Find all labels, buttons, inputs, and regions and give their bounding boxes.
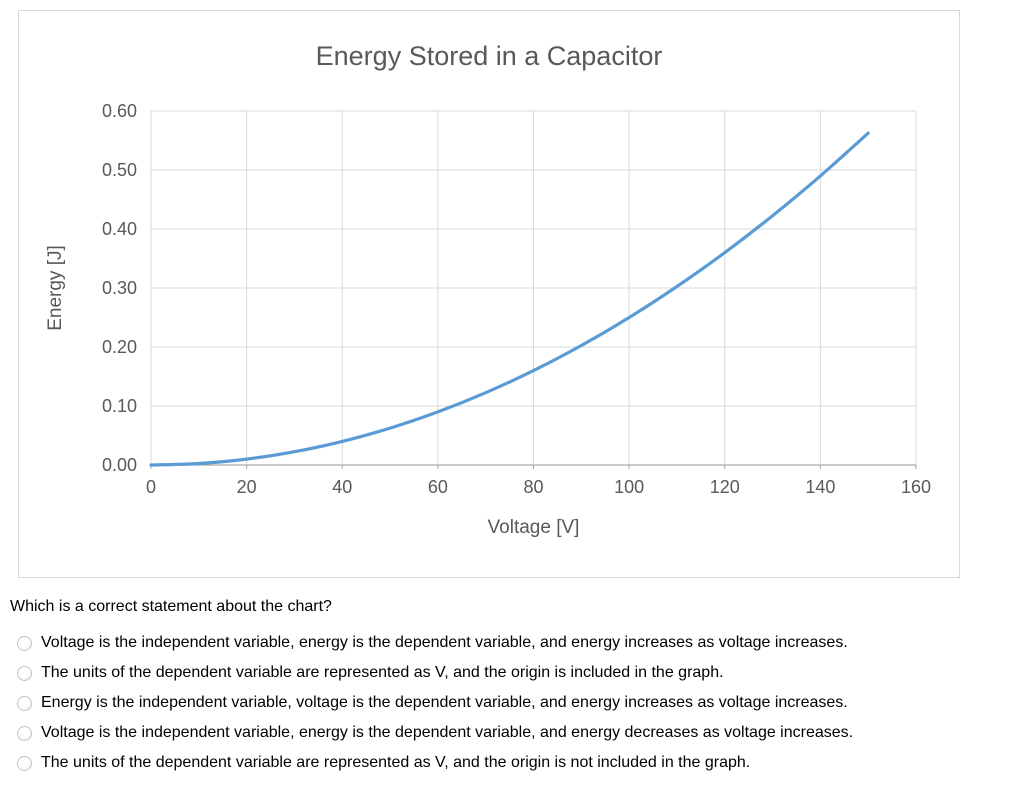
y-tick-label: 0.30 [102, 278, 137, 298]
x-tick-label: 160 [901, 477, 931, 497]
x-tick-label: 20 [237, 477, 257, 497]
option-label: Voltage is the independent variable, ene… [41, 634, 848, 651]
option-row[interactable]: Voltage is the independent variable, ene… [10, 718, 1018, 748]
x-tick-label: 40 [332, 477, 352, 497]
x-tick-label: 80 [523, 477, 543, 497]
x-tick-label: 60 [428, 477, 448, 497]
x-tick-label: 100 [614, 477, 644, 497]
option-label: The units of the dependent variable are … [41, 664, 724, 681]
option-row[interactable]: Energy is the independent variable, volt… [10, 688, 1018, 718]
energy-curve [149, 131, 870, 467]
chart-title: Energy Stored in a Capacitor [315, 41, 663, 71]
option-row[interactable]: Voltage is the independent variable, ene… [10, 628, 1018, 658]
x-axis-title: Voltage [V] [488, 517, 580, 538]
radio-button[interactable] [17, 695, 32, 711]
x-tick-label: 0 [146, 477, 156, 497]
option-label: Voltage is the independent variable, ene… [41, 724, 854, 741]
radio-button[interactable] [17, 725, 32, 741]
energy-voltage-chart: 0.00 0.10 0.20 0.30 0.40 0.50 0.60 0 20 40 60 80 100… [45, 101, 931, 538]
question-prompt: Which is a correct statement about the c… [10, 598, 332, 615]
y-tick-label: 0.50 [102, 160, 137, 180]
option-row[interactable]: The units of the dependent variable are … [10, 748, 1018, 778]
chart-panel: Energy Stored in a Capacitor 0.00 0.10 0.2… [18, 10, 960, 578]
y-tick-label: 0.40 [102, 219, 137, 239]
options-list: Voltage is the independent variable, ene… [10, 628, 1018, 778]
x-tick-label: 140 [805, 477, 835, 497]
y-tick-label: 0.60 [102, 101, 137, 121]
option-row[interactable]: The units of the dependent variable are … [10, 658, 1018, 688]
option-label: Energy is the independent variable, volt… [41, 694, 848, 711]
radio-button[interactable] [17, 665, 32, 681]
question-section: Which is a correct statement about the c… [10, 596, 1018, 778]
radio-button[interactable] [17, 755, 32, 771]
y-tick-label: 0.10 [102, 396, 137, 416]
y-axis-title: Energy [J] [45, 245, 66, 331]
x-tick-label: 120 [710, 477, 740, 497]
y-tick-label: 0.20 [102, 337, 137, 357]
option-label: The units of the dependent variable are … [41, 754, 751, 771]
y-tick-label: 0.00 [102, 455, 137, 475]
radio-button[interactable] [17, 635, 32, 651]
